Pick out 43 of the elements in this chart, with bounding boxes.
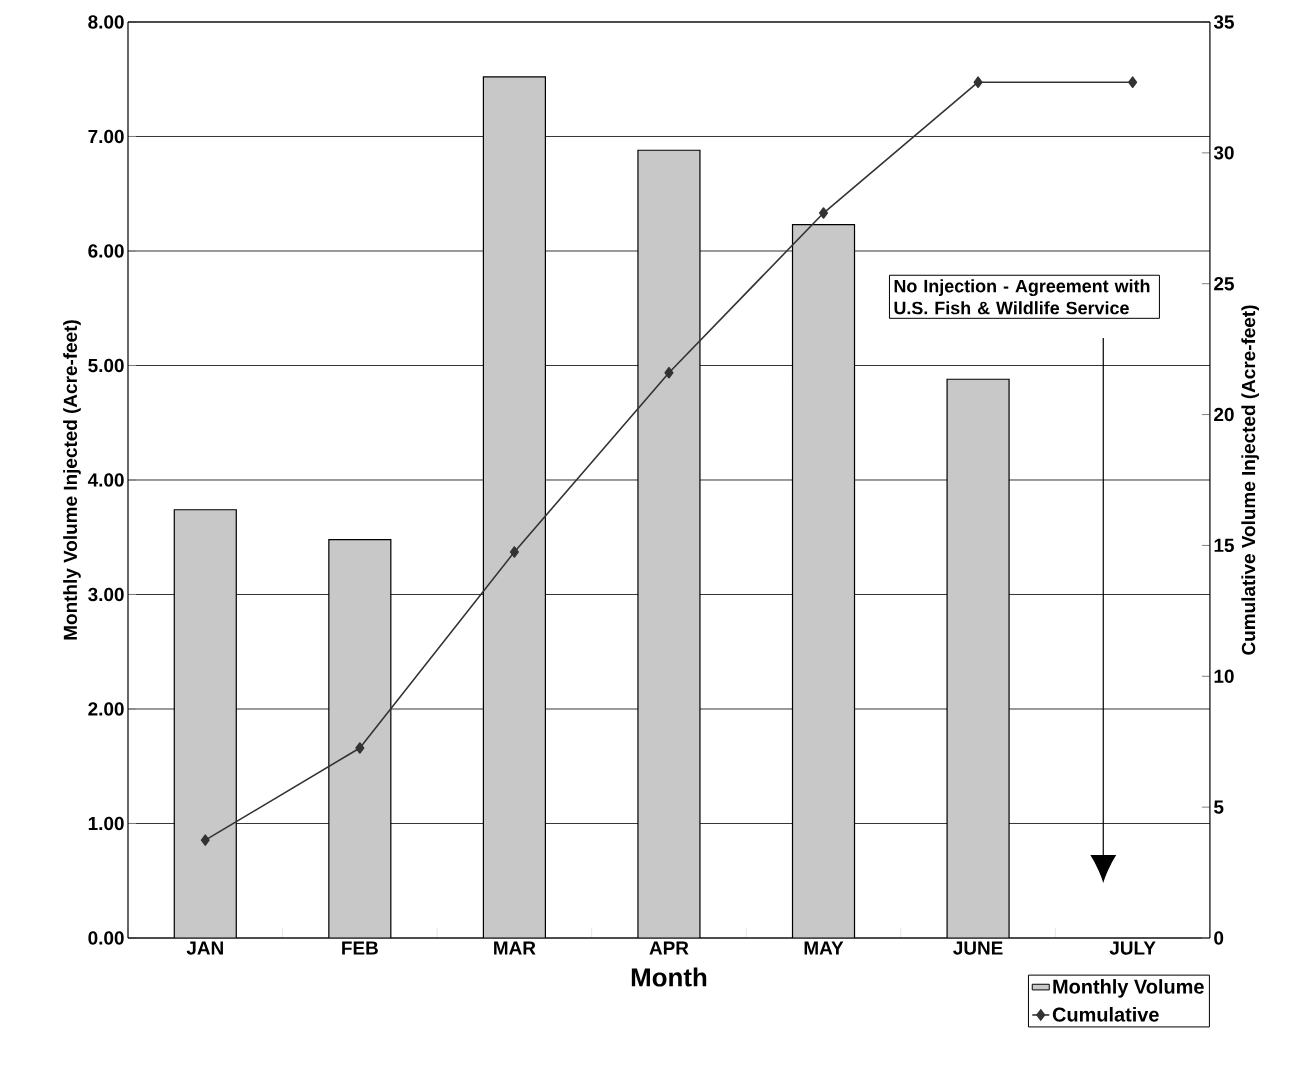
bar xyxy=(482,76,546,938)
point xyxy=(509,546,519,558)
y-tick-label: 8.00 xyxy=(88,15,124,29)
bar xyxy=(791,224,856,938)
x-tick-label: MAR xyxy=(494,941,536,955)
y-tick-label: 5.00 xyxy=(88,358,124,373)
y2-tick-label: 20 xyxy=(1214,407,1234,422)
y-axis-title: Monthly Volume Injected (Acre-feet) xyxy=(63,320,81,640)
point xyxy=(1128,76,1138,88)
x-tick-label: JAN xyxy=(186,941,223,955)
y-tick-label: 6.00 xyxy=(88,244,124,258)
y2-tick-label: 15 xyxy=(1214,538,1234,553)
legend-label: Cumulative xyxy=(1052,1007,1159,1022)
legend-label: Monthly Volume xyxy=(1053,979,1204,998)
point xyxy=(355,742,365,754)
point xyxy=(200,834,210,846)
point xyxy=(973,76,983,88)
x-tick-label: JULY xyxy=(1109,941,1156,955)
x-tick-label: MAY xyxy=(804,941,844,955)
y2-tick-label: 25 xyxy=(1214,277,1234,291)
annotation: No Injection - Agreement with U.S. Fish & Wildlife Service xyxy=(894,279,1150,315)
x-tick-label: APR xyxy=(649,941,689,955)
y-tick-label: 0.00 xyxy=(88,931,124,945)
bar xyxy=(946,378,1010,938)
y-tick-label: 2.00 xyxy=(88,702,124,716)
point xyxy=(664,366,674,379)
y-tick-label: 4.00 xyxy=(87,473,124,487)
y2-tick-label: 5 xyxy=(1214,800,1224,814)
x-tick-label: JUNE xyxy=(953,941,1003,955)
y2-tick-label: 10 xyxy=(1214,669,1234,683)
y2-tick-label: 0 xyxy=(1214,931,1224,945)
y2-axis-title: Cumulative Volume Injected (Acre-feet) xyxy=(1241,305,1259,655)
y-tick-label: 7.00 xyxy=(88,129,124,144)
bar xyxy=(637,149,701,938)
y-tick-label: 1.00 xyxy=(88,816,124,831)
x-tick-label: FEB xyxy=(342,941,378,955)
x-axis-title: Month xyxy=(631,967,707,987)
y2-tick-label: 30 xyxy=(1213,146,1234,160)
y2-tick-label: 35 xyxy=(1213,15,1234,29)
bar xyxy=(328,538,392,938)
point xyxy=(818,207,829,219)
y-tick-label: 3.00 xyxy=(88,587,124,602)
bar xyxy=(173,509,237,938)
